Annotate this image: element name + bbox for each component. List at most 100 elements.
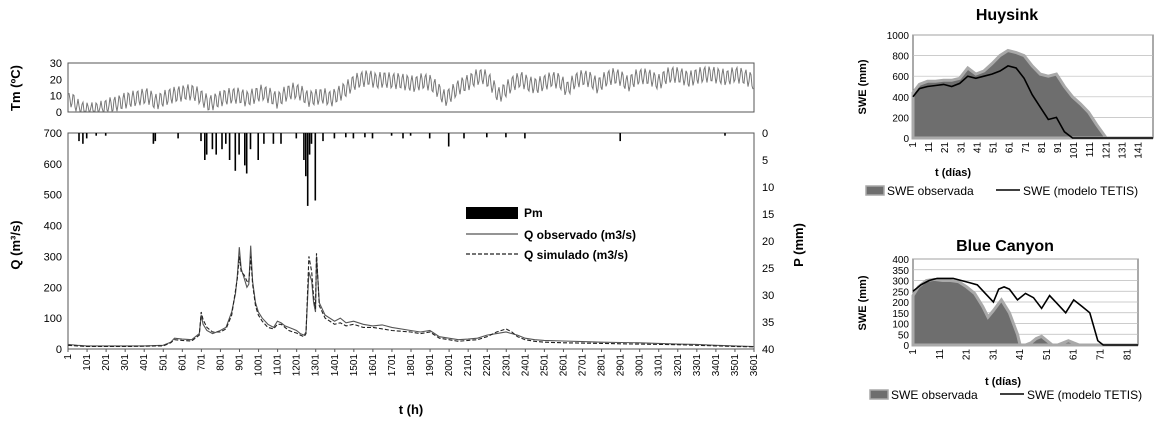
discharge-x-tick-label: 2601 [558, 354, 569, 377]
discharge-y-tick-label: 300 [44, 251, 62, 263]
precip-bar [428, 133, 431, 139]
discharge-x-tick-label: 2501 [539, 354, 550, 377]
precip-y2-tick-label: 40 [762, 344, 774, 356]
discharge-x-tick-label: 2001 [444, 354, 455, 377]
huysink-x-tick-label: 121 [1101, 142, 1112, 159]
precip-bar [314, 133, 317, 201]
discharge-x-tick-label: 1101 [273, 354, 284, 376]
precip-y2-tick-label: 10 [762, 182, 774, 194]
huysink-legend-obs-label: SWE observada [887, 184, 974, 198]
discharge-y-tick-label: 700 [44, 128, 62, 140]
temperature-y-tick-label: 30 [50, 58, 62, 70]
discharge-x-tick-label: 1 [63, 354, 74, 360]
huysink-x-tick-label: 81 [1037, 142, 1048, 154]
huysink-swe-observada-area [911, 48, 1153, 140]
precip-bar [95, 133, 97, 136]
discharge-x-tick-label: 1501 [349, 354, 360, 377]
discharge-y-tick-label: 100 [44, 313, 62, 325]
temperature-y-tick-label: 20 [50, 74, 62, 86]
huysink-x-tick-label: 91 [1053, 142, 1064, 154]
discharge-y-tick-label: 600 [44, 159, 62, 171]
discharge-x-tick-label: 401 [139, 354, 150, 371]
huysink-y-tick-label: 0 [903, 134, 909, 145]
discharge-legend: Pm Q observado (m3/s) Q simulado (m3/s) [466, 206, 636, 262]
temperature-y-tick-label: 0 [56, 107, 62, 119]
precip-bar [154, 133, 157, 142]
precip-bar [85, 133, 88, 139]
precip-bar [249, 133, 252, 150]
temperature-series-line [68, 65, 754, 113]
discharge-x-tick-label: 1001 [254, 354, 265, 377]
precip-bar [225, 133, 227, 144]
precip-bar [463, 133, 465, 139]
huysink-x-tick-label: 51 [989, 142, 1000, 154]
blue-canyon-y-axis-label: SWE (mm) [857, 275, 869, 330]
precip-bar [200, 133, 202, 142]
blue-canyon-y-tick-label: 0 [903, 341, 909, 352]
blue-canyon-x-tick-label: 81 [1122, 349, 1133, 361]
precip-bar [221, 133, 223, 150]
discharge-x-tick-label: 101 [82, 354, 93, 371]
precip-bar [215, 133, 217, 155]
discharge-x-ticks: 1 101 201 301 401 501 601 701 801 901 1001 1101 1201… [63, 349, 760, 376]
discharge-x-tick-label: 3501 [730, 354, 741, 377]
precip-bar [280, 133, 282, 144]
huysink-x-tick-label: 11 [924, 142, 935, 153]
blue-canyon-title: Blue Canyon [956, 238, 1054, 255]
precip-bar [310, 133, 313, 144]
discharge-y-tick-label: 400 [44, 221, 62, 233]
discharge-x-tick-label: 2301 [501, 354, 512, 377]
precip-bar [306, 133, 309, 206]
discharge-x-tick-label: 3601 [749, 354, 760, 377]
discharge-x-tick-label: 2701 [578, 354, 589, 377]
q-simulado-line [67, 253, 754, 348]
precip-bar [244, 133, 246, 166]
discharge-x-tick-label: 2101 [463, 354, 474, 377]
discharge-x-tick-label: 701 [196, 354, 207, 371]
discharge-y-axis-label: Q (m³/s) [8, 220, 23, 269]
precip-bar [409, 133, 412, 136]
discharge-x-tick-label: 3301 [692, 354, 703, 377]
temperature-y-ticks: 0 10 20 30 [50, 58, 62, 119]
precip-y2-ticks: 0 5 10 15 20 25 30 35 40 [762, 128, 774, 356]
legend-q-obs-label: Q observado (m3/s) [524, 228, 636, 242]
precip-bar [524, 133, 526, 139]
huysink-x-tick-label: 101 [1069, 142, 1080, 159]
blue-canyon-x-axis-label: t (días) [985, 376, 1021, 388]
q-observado-line [67, 245, 754, 348]
precip-bar [371, 133, 374, 139]
precipitation-bars [78, 133, 726, 206]
precip-y2-tick-label: 25 [762, 263, 774, 275]
precip-y2-axis-label: P (mm) [791, 223, 806, 267]
blue-canyon-y-tick-label: 50 [898, 330, 910, 341]
discharge-plot-frame [67, 132, 755, 350]
blue-canyon-x-tick-label: 71 [1096, 349, 1107, 361]
precip-y2-tick-label: 0 [762, 128, 768, 140]
huysink-x-tick-label: 31 [956, 142, 967, 154]
precip-bar [486, 133, 488, 138]
discharge-x-tick-label: 501 [158, 354, 169, 371]
discharge-x-tick-label: 3401 [711, 354, 722, 377]
huysink-y-tick-label: 400 [892, 93, 909, 104]
blue-canyon-y-tick-label: 150 [892, 309, 909, 320]
discharge-x-tick-label: 201 [101, 354, 112, 371]
precip-bar [228, 133, 231, 160]
blue-canyon-legend-obs-swatch [869, 389, 889, 400]
discharge-x-tick-label: 801 [215, 354, 226, 371]
precip-bar [390, 133, 393, 136]
legend-pm-label: Pm [524, 206, 543, 220]
blue-canyon-x-tick-label: 61 [1069, 349, 1080, 361]
discharge-x-tick-label: 2901 [616, 354, 627, 377]
precip-bar [295, 133, 298, 139]
discharge-y-tick-label: 0 [56, 344, 62, 356]
discharge-x-tick-label: 3201 [673, 354, 684, 377]
discharge-x-tick-label: 1801 [406, 354, 417, 377]
precip-bar [263, 133, 265, 144]
discharge-x-tick-label: 2401 [520, 354, 531, 377]
legend-pm-swatch [466, 207, 518, 219]
precip-bar [308, 133, 311, 155]
huysink-y-ticks: 0 200 400 600 800 1000 [887, 31, 910, 145]
discharge-x-tick-label: 3001 [635, 354, 646, 377]
discharge-x-tick-label: 2801 [597, 354, 608, 377]
